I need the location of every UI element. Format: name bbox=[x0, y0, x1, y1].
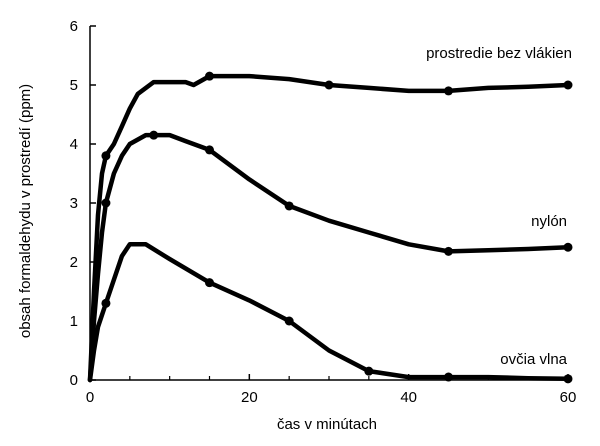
data-point bbox=[101, 198, 111, 208]
x-tick-label: 20 bbox=[241, 389, 258, 406]
data-point bbox=[444, 86, 453, 96]
y-tick-label: 3 bbox=[70, 195, 78, 212]
data-point bbox=[149, 130, 159, 140]
data-point bbox=[284, 316, 294, 326]
y-tick-label: 2 bbox=[70, 254, 78, 271]
data-point bbox=[101, 151, 111, 161]
data-point bbox=[364, 366, 374, 376]
data-point bbox=[563, 242, 573, 252]
data-point bbox=[563, 80, 573, 90]
data-point bbox=[205, 71, 214, 81]
series-label: prostredie bez vlákien bbox=[426, 45, 572, 62]
series-label: ovčia vlna bbox=[500, 351, 567, 368]
y-tick-label: 4 bbox=[70, 136, 78, 153]
y-tick-label: 5 bbox=[70, 77, 78, 94]
data-point bbox=[205, 278, 214, 288]
data-point bbox=[101, 298, 111, 308]
data-point bbox=[563, 374, 573, 384]
data-point bbox=[444, 372, 453, 382]
x-tick-label: 0 bbox=[86, 389, 94, 406]
y-tick-label: 0 bbox=[70, 372, 78, 389]
series-line-2 bbox=[87, 132, 571, 383]
series-line-3 bbox=[87, 242, 571, 383]
y-tick-label: 1 bbox=[70, 313, 78, 330]
data-point bbox=[284, 201, 294, 211]
x-tick-label: 60 bbox=[560, 389, 577, 406]
y-tick-label: 6 bbox=[70, 18, 78, 35]
y-axis-title: obsah formaldehydu v prostredí (ppm) bbox=[17, 84, 34, 338]
data-point bbox=[444, 246, 453, 256]
series-labels: prostredie bez vlákien nylón ovčia vlna bbox=[426, 45, 572, 368]
series-line-1 bbox=[87, 73, 571, 383]
x-axis-title: čas v minútach bbox=[277, 416, 377, 433]
data-point bbox=[324, 80, 334, 90]
data-point bbox=[205, 145, 214, 155]
series-label: nylón bbox=[531, 213, 567, 230]
series-lines bbox=[87, 71, 573, 384]
x-tick-label: 40 bbox=[400, 389, 417, 406]
